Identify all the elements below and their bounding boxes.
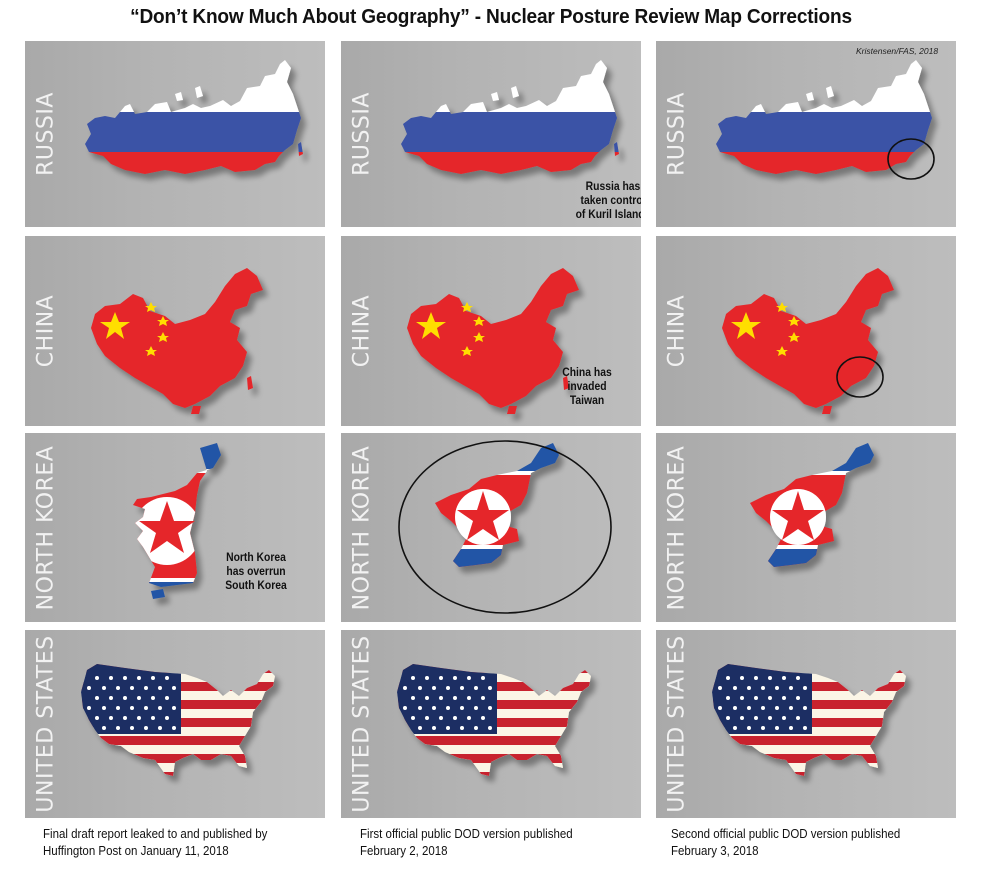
china-flag-map [91,268,263,414]
us-flag-map [81,664,275,776]
china-flag-map [722,268,894,414]
panel-us-feb2: UNITED STATES [341,630,641,818]
panel-north-korea-draft: NORTH KOREA North Korea has overrun Sout… [25,433,325,622]
north-korea-flag-map [398,440,612,614]
star-icon [139,501,195,553]
russia-flag-map [85,60,303,174]
star-icon [461,346,473,356]
star-icon [461,302,473,312]
star-icon [731,312,761,339]
page-title: “Don’t Know Much About Geography” - Nucl… [130,5,852,28]
north-korea-flag-map [133,443,221,599]
star-icon [157,332,169,342]
star-icon [788,316,800,326]
caption-draft: Final draft report leaked to and publish… [43,827,268,858]
star-icon [772,491,824,540]
china-flag-map [407,268,579,414]
panel-north-korea-feb3: NORTH KOREA [656,433,956,622]
star-icon [776,302,788,312]
highlight-circle [398,440,612,614]
panel-china-feb2: CHINA China has invaded Taiwan [341,236,641,426]
russia-flag-map [716,60,935,180]
panel-us-draft: UNITED STATES [25,630,325,818]
highlight-circle [887,138,935,180]
panel-russia-draft: RUSSIA [25,41,325,227]
russia-flag-map [401,60,619,174]
star-icon [457,491,509,540]
panel-russia-feb2: RUSSIA Russia has taken control of Kuril… [341,41,641,227]
panel-china-feb3: CHINA [656,236,956,426]
star-icon [473,316,485,326]
star-icon [788,332,800,342]
panel-us-feb3: UNITED STATES [656,630,956,818]
star-icon [145,346,157,356]
annotation-kuril-islands: Russia has taken control of Kuril Island… [575,181,641,221]
us-flag-map [712,664,906,776]
us-flag-map [397,664,591,776]
caption-feb3: Second official public DOD version publi… [671,827,901,858]
caption-feb2: First official public DOD version publis… [360,827,573,858]
star-icon [776,346,788,356]
star-icon [145,302,157,312]
annotation-south-korea: North Korea has overrun South Korea [225,552,287,592]
north-korea-flag-map [750,443,874,567]
star-icon [416,312,446,339]
star-icon [100,312,130,339]
panel-china-draft: CHINA [25,236,325,426]
annotation-taiwan: China has invaded Taiwan [562,367,612,407]
highlight-circle [836,356,884,398]
panel-russia-feb3: RUSSIA Kristensen/FAS, 2018 [656,41,956,227]
credit-text: Kristensen/FAS, 2018 [856,46,939,56]
panel-north-korea-feb2: NORTH KOREA [341,433,641,622]
star-icon [473,332,485,342]
star-icon [157,316,169,326]
